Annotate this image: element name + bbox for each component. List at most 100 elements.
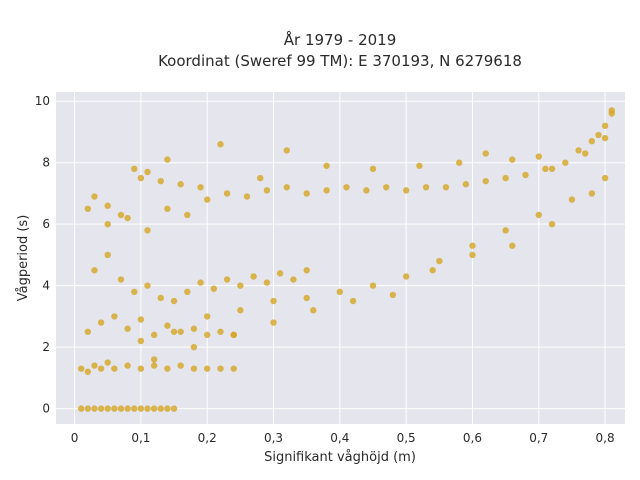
data-point: [217, 328, 224, 335]
data-point: [137, 174, 145, 182]
data-point: [97, 319, 105, 326]
x-axis-label: Signifikant våghöjd (m): [264, 450, 416, 465]
data-point: [117, 405, 125, 412]
x-tick-label: 0,2: [198, 431, 217, 445]
data-point: [170, 405, 178, 412]
data-points: [78, 107, 615, 412]
data-point: [197, 184, 204, 191]
x-tick-label: 0,4: [330, 431, 349, 445]
data-point: [535, 211, 542, 219]
data-point: [250, 273, 257, 280]
data-point: [270, 297, 277, 305]
data-point: [84, 205, 92, 213]
data-point: [124, 214, 131, 222]
data-point: [290, 276, 297, 283]
data-point: [144, 227, 151, 234]
data-point: [204, 313, 211, 320]
data-point: [588, 190, 596, 197]
data-point: [204, 365, 211, 372]
data-point: [150, 331, 158, 339]
data-point: [230, 331, 237, 339]
data-point: [137, 365, 145, 372]
data-point: [223, 190, 231, 197]
data-point: [190, 365, 198, 372]
data-point: [137, 405, 145, 412]
data-point: [343, 184, 350, 191]
data-point: [124, 405, 131, 412]
y-tick-label: 10: [35, 94, 50, 108]
data-point: [84, 405, 92, 412]
data-point: [422, 184, 430, 191]
data-point: [402, 273, 410, 280]
data-point: [562, 159, 569, 166]
data-point: [177, 181, 184, 188]
data-point: [548, 165, 556, 173]
data-point: [104, 405, 111, 412]
data-point: [502, 174, 509, 182]
data-point: [548, 220, 556, 228]
data-point: [104, 251, 111, 259]
x-tick-label: 0: [71, 431, 79, 445]
chart-title-line1: År 1979 - 2019: [284, 30, 397, 49]
data-point: [164, 205, 171, 213]
data-point: [263, 279, 271, 286]
data-point: [323, 187, 330, 194]
data-point: [601, 174, 609, 182]
data-point: [144, 405, 151, 412]
y-tick-labels: 0 2 4 6 8 10: [35, 94, 50, 415]
data-point: [230, 365, 237, 372]
data-point: [469, 251, 476, 259]
data-point: [303, 294, 310, 302]
x-tick-label: 0,7: [529, 431, 548, 445]
data-point: [223, 276, 231, 283]
data-point: [442, 184, 450, 191]
data-point: [270, 319, 277, 326]
y-tick-label: 4: [42, 279, 50, 293]
data-point: [84, 368, 92, 375]
data-point: [429, 267, 436, 274]
data-point: [456, 159, 463, 166]
data-point: [170, 328, 178, 335]
data-point: [164, 156, 171, 163]
data-point: [243, 193, 251, 200]
data-point: [383, 184, 390, 191]
data-point: [462, 181, 470, 188]
y-tick-label: 0: [42, 402, 50, 416]
data-point: [402, 187, 410, 194]
data-point: [389, 291, 397, 299]
data-point: [144, 282, 151, 289]
data-point: [111, 405, 118, 412]
data-point: [303, 267, 310, 274]
data-point: [257, 174, 264, 182]
data-point: [177, 328, 184, 335]
data-point: [369, 165, 377, 173]
data-point: [588, 137, 596, 145]
data-point: [91, 267, 98, 274]
data-point: [84, 328, 92, 335]
data-point: [124, 362, 131, 369]
data-point: [150, 405, 158, 412]
data-point: [509, 242, 516, 249]
data-point: [542, 165, 549, 173]
data-point: [131, 165, 138, 173]
x-tick-label: 0,3: [264, 431, 283, 445]
data-point: [595, 131, 602, 139]
data-point: [369, 282, 377, 289]
data-point: [469, 242, 476, 249]
data-point: [124, 325, 131, 332]
data-point: [131, 405, 138, 412]
data-point: [170, 297, 178, 305]
y-axis-label: Vågperiod (s): [16, 215, 31, 302]
data-point: [217, 365, 224, 372]
data-point: [204, 331, 211, 339]
data-point: [91, 405, 98, 412]
chart-title-line2: Koordinat (Sweref 99 TM): E 370193, N 62…: [158, 52, 522, 70]
data-point: [568, 196, 576, 203]
data-point: [482, 150, 489, 157]
x-tick-label: 0,1: [131, 431, 150, 445]
plot-area: [56, 92, 625, 424]
data-point: [137, 337, 145, 345]
data-point: [601, 134, 609, 142]
data-point: [582, 150, 589, 157]
data-point: [575, 147, 582, 154]
